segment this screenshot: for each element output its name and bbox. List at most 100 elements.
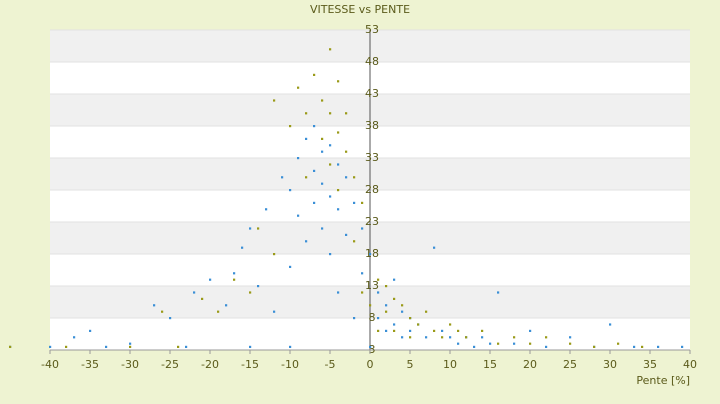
point [305, 240, 308, 243]
point [361, 272, 364, 275]
point [633, 345, 636, 348]
point [377, 291, 380, 294]
x-tick-label: 0 [367, 358, 374, 371]
point [161, 310, 164, 313]
point [297, 86, 300, 89]
point [385, 304, 388, 307]
point [273, 253, 276, 256]
point [321, 137, 324, 140]
x-tick-label: -35 [81, 358, 99, 371]
point [457, 342, 460, 345]
point [329, 144, 332, 147]
y-tick-label: 3 [369, 343, 376, 356]
point [329, 48, 332, 51]
x-tick-label: 15 [483, 358, 497, 371]
point [49, 345, 52, 348]
point [65, 345, 68, 348]
point [361, 291, 364, 294]
point [401, 336, 404, 339]
point [337, 163, 340, 166]
point [345, 112, 348, 115]
x-tick-label: -30 [121, 358, 139, 371]
y-tick-label: 48 [365, 55, 379, 68]
point [289, 125, 292, 128]
point [313, 201, 316, 204]
point [385, 310, 388, 313]
point [297, 214, 300, 217]
point [513, 342, 516, 345]
point [569, 336, 572, 339]
point [377, 317, 380, 320]
y-tick-label: 13 [365, 279, 379, 292]
point [153, 304, 156, 307]
point [73, 336, 76, 339]
x-tick-label: 20 [523, 358, 537, 371]
point [409, 317, 412, 320]
y-tick-label: 43 [365, 87, 379, 100]
y-tick-label: 28 [365, 183, 379, 196]
point [353, 201, 356, 204]
point [449, 336, 452, 339]
point [409, 329, 412, 332]
point [313, 73, 316, 76]
x-tick-label: 35 [643, 358, 657, 371]
point [641, 345, 644, 348]
x-tick-label: -20 [201, 358, 219, 371]
point [433, 329, 436, 332]
point [177, 345, 180, 348]
x-tick-label: -40 [41, 358, 59, 371]
point [313, 169, 316, 172]
point [337, 208, 340, 211]
x-tick-label: 5 [407, 358, 414, 371]
point [393, 297, 396, 300]
point [185, 345, 188, 348]
point [209, 278, 212, 281]
point [545, 345, 548, 348]
point [105, 345, 108, 348]
point [353, 240, 356, 243]
point [345, 176, 348, 179]
point [489, 342, 492, 345]
point [337, 189, 340, 192]
point [497, 291, 500, 294]
x-axis-label: Pente [%] [636, 374, 690, 387]
point [249, 291, 252, 294]
point [465, 336, 468, 339]
point [681, 345, 684, 348]
point [377, 278, 380, 281]
point [169, 317, 172, 320]
point [233, 272, 236, 275]
y-tick-label: 18 [365, 247, 379, 260]
x-tick-label: 30 [603, 358, 617, 371]
point [313, 125, 316, 128]
point [425, 310, 428, 313]
point [9, 345, 12, 348]
point [441, 329, 444, 332]
point [361, 201, 364, 204]
point [329, 163, 332, 166]
chart-title: VITESSE vs PENTE [310, 3, 410, 16]
point [497, 342, 500, 345]
point [289, 189, 292, 192]
x-tick-label: -5 [325, 358, 336, 371]
point [473, 345, 476, 348]
y-tick-label: 33 [365, 151, 379, 164]
point [393, 278, 396, 281]
point [657, 345, 660, 348]
point [353, 317, 356, 320]
point [401, 310, 404, 313]
point [369, 253, 372, 256]
point [265, 208, 268, 211]
point [393, 323, 396, 326]
point [273, 310, 276, 313]
point [513, 336, 516, 339]
point [385, 285, 388, 288]
y-tick-label: 23 [365, 215, 379, 228]
x-tick-label: -15 [241, 358, 259, 371]
point [369, 345, 372, 348]
point [457, 329, 460, 332]
point [217, 310, 220, 313]
point [129, 342, 132, 345]
point [297, 157, 300, 160]
